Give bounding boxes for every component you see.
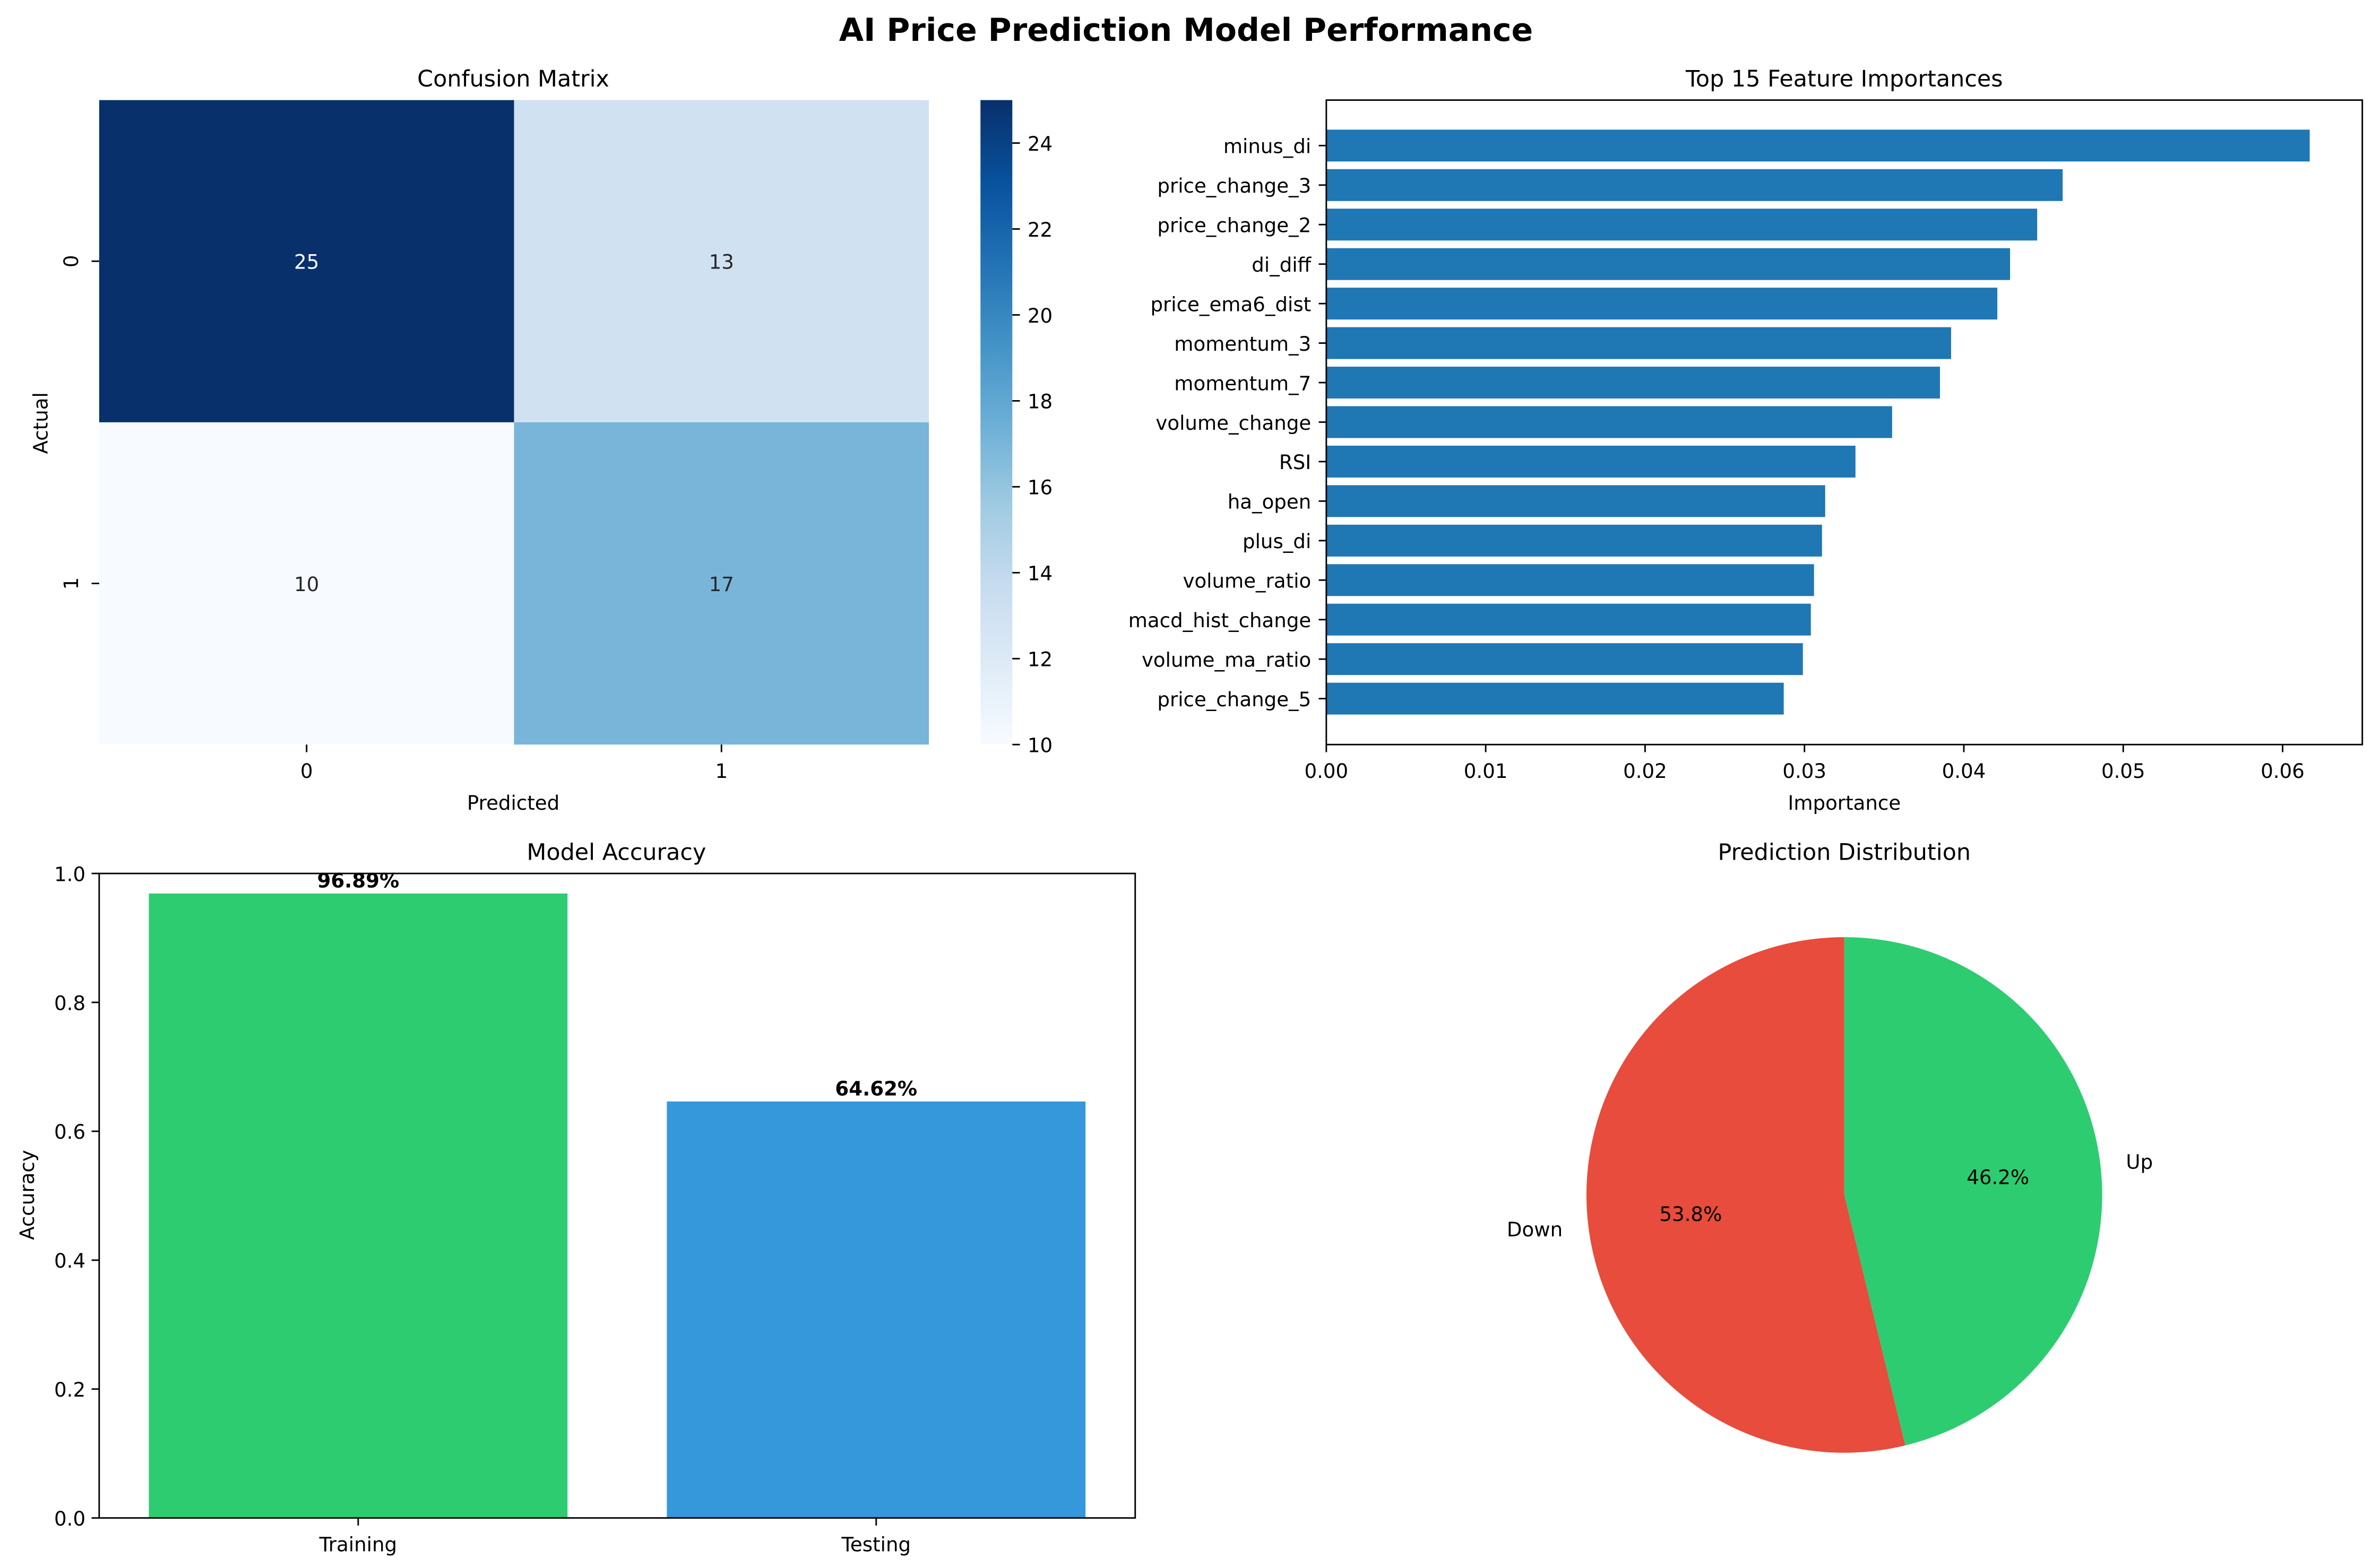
- feature-label: price_change_3: [1157, 175, 1311, 197]
- x-tick-label: 0.02: [1623, 760, 1667, 783]
- feature-label: momentum_3: [1174, 333, 1311, 356]
- heatmap-cell: [514, 422, 929, 745]
- x-tick-label: 0.05: [2101, 760, 2145, 783]
- heatmap-cell-label: 10: [294, 573, 319, 596]
- feature-bar: [1326, 564, 1814, 596]
- feature-bar: [1326, 445, 1856, 478]
- x-tick-label: 1: [715, 760, 728, 783]
- feature-bar: [1326, 485, 1825, 517]
- feature-label: volume_change: [1155, 412, 1311, 435]
- training-bar: [149, 893, 568, 1518]
- up-slice: [1844, 937, 2102, 1446]
- model-accuracy-axes-frame: [98, 872, 1136, 1519]
- feature-importance-xlabel: Importance: [1788, 792, 1901, 815]
- prediction-distribution-title: Prediction Distribution: [1718, 839, 1971, 865]
- colorbar-tick-label: 18: [1028, 391, 1053, 413]
- model-accuracy-ylabel: Accuracy: [16, 1150, 39, 1240]
- x-tick-label: 0.04: [1942, 760, 1986, 783]
- confusion-matrix-ylabel: Actual: [30, 392, 53, 454]
- slice-percent-label: 53.8%: [1659, 1203, 1722, 1226]
- x-tick-label: 0.06: [2261, 760, 2305, 783]
- y-tick-label: 1.0: [54, 863, 85, 886]
- feature-importance-axes-frame: [1325, 99, 2364, 746]
- model-accuracy-panel: Model Accuracy 96.89%64.62% 0.00.20.40.6…: [16, 839, 1136, 1556]
- slice-category-label: Down: [1507, 1218, 1563, 1241]
- x-tick-label: 0.01: [1464, 760, 1508, 783]
- feature-label: di_diff: [1252, 254, 1312, 276]
- feature-bar: [1326, 209, 2038, 241]
- feature-bar: [1326, 129, 2310, 162]
- slice-percent-label: 46.2%: [1966, 1166, 2029, 1189]
- y-tick-label: 0.8: [54, 992, 85, 1015]
- down-slice: [1586, 937, 1905, 1453]
- x-tick-label: 0.00: [1304, 760, 1348, 783]
- colorbar-tick-label: 16: [1028, 477, 1053, 499]
- y-tick-label: 0.6: [54, 1121, 85, 1143]
- feature-label: volume_ma_ratio: [1142, 648, 1311, 671]
- colorbar-tick-label: 20: [1028, 305, 1053, 327]
- x-tick-label: Training: [319, 1534, 398, 1556]
- confusion-matrix-xlabel: Predicted: [467, 792, 559, 815]
- feature-label: volume_ratio: [1183, 570, 1311, 593]
- heatmap-cell: [99, 422, 514, 745]
- y-tick-label: 0.4: [54, 1250, 85, 1272]
- heatmap-cell-label: 13: [709, 251, 734, 274]
- feature-label: ha_open: [1228, 491, 1312, 514]
- colorbar-tick-label: 12: [1028, 648, 1053, 671]
- y-tick-label: 0.0: [54, 1508, 85, 1530]
- y-tick-label: 0: [60, 255, 83, 267]
- feature-label: price_change_2: [1157, 214, 1311, 237]
- bar-value-label: 64.62%: [835, 1077, 917, 1100]
- testing-bar: [667, 1101, 1086, 1518]
- confusion-matrix-title: Confusion Matrix: [417, 66, 609, 92]
- y-tick-label: 0.2: [54, 1379, 85, 1401]
- heatmap-cell: [99, 100, 514, 422]
- heatmap-cell: [514, 100, 929, 422]
- slice-category-label: Up: [2126, 1151, 2153, 1174]
- feature-label: minus_di: [1223, 135, 1311, 158]
- feature-bar: [1326, 248, 2011, 280]
- heatmap-cell-label: 25: [294, 251, 319, 274]
- figure-title: AI Price Prediction Model Performance: [839, 12, 1533, 49]
- feature-bar: [1326, 682, 1784, 715]
- feature-importance-title: Top 15 Feature Importances: [1685, 66, 2003, 92]
- colorbar: [980, 100, 1013, 745]
- colorbar-tick-label: 22: [1028, 219, 1053, 241]
- y-tick-label: 1: [60, 577, 83, 590]
- feature-bar: [1326, 406, 1892, 438]
- feature-bar: [1326, 643, 1803, 675]
- feature-label: macd_hist_change: [1128, 609, 1312, 632]
- feature-label: plus_di: [1243, 530, 1311, 553]
- colorbar-tick-label: 10: [1028, 734, 1053, 757]
- x-tick-label: Testing: [841, 1534, 911, 1556]
- feature-bar: [1326, 524, 1822, 557]
- feature-label: momentum_7: [1174, 372, 1311, 395]
- prediction-distribution-panel: Prediction Distribution 53.8% Down 46.2% Up: [1507, 839, 2153, 1453]
- feature-label: RSI: [1279, 451, 1311, 474]
- colorbar-tick-label: 14: [1028, 562, 1053, 585]
- feature-importance-panel: Top 15 Feature Importances minus_diprice…: [1128, 66, 2364, 815]
- feature-bar: [1326, 288, 1998, 320]
- model-accuracy-title: Model Accuracy: [527, 839, 706, 865]
- x-tick-label: 0: [300, 760, 313, 783]
- x-tick-label: 0.03: [1782, 760, 1826, 783]
- feature-bar: [1326, 603, 1811, 636]
- heatmap-cell-label: 17: [709, 573, 734, 596]
- feature-bar: [1326, 327, 1951, 359]
- feature-label: price_ema6_dist: [1150, 293, 1311, 316]
- feature-bar: [1326, 169, 2063, 201]
- feature-label: price_change_5: [1157, 688, 1311, 711]
- colorbar-tick-label: 24: [1028, 133, 1053, 155]
- feature-bar: [1326, 367, 1940, 399]
